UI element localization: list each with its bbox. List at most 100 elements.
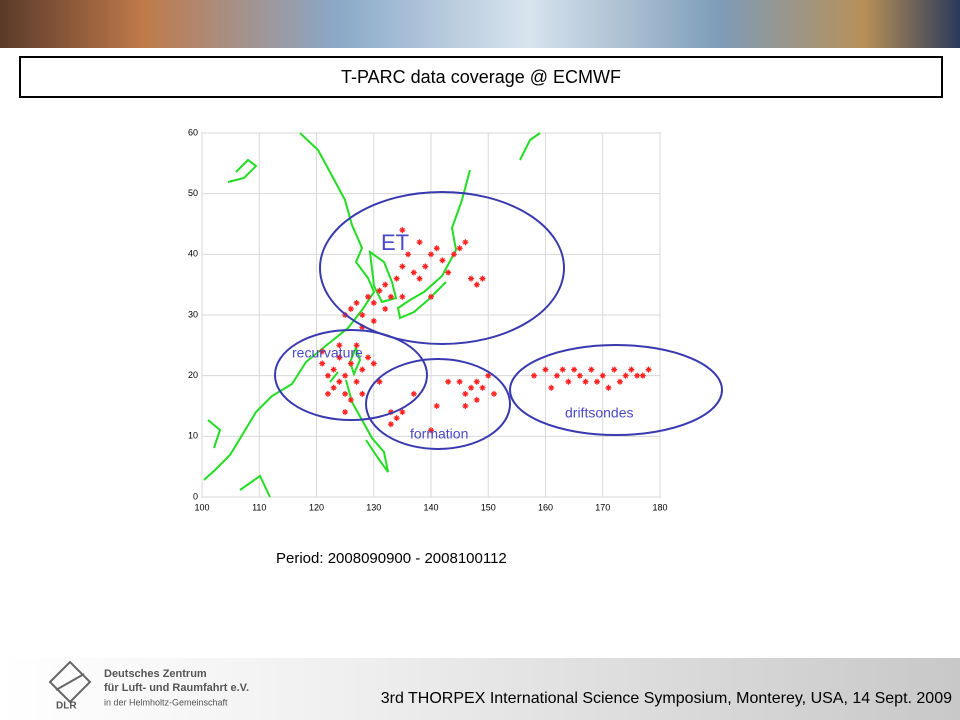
y-tick-label: 50 <box>188 188 198 198</box>
data-point <box>479 384 486 391</box>
y-tick-label: 0 <box>193 491 198 501</box>
logo-abbr: DLR <box>56 701 77 712</box>
data-point <box>565 378 572 385</box>
data-point <box>428 427 434 434</box>
data-point <box>365 354 372 361</box>
data-point <box>353 299 360 306</box>
data-point <box>359 366 366 373</box>
logo-text: für Luft- und Raumfahrt e.V. <box>104 682 249 694</box>
data-point <box>324 372 331 379</box>
y-tick-label: 30 <box>188 309 198 319</box>
footer-text: 3rd THORPEX International Science Sympos… <box>381 690 952 707</box>
data-point <box>393 275 400 282</box>
x-tick-label: 150 <box>481 502 496 512</box>
slide-title: T-PARC data coverage @ ECMWF <box>341 67 621 87</box>
data-point <box>462 390 469 397</box>
data-point <box>342 372 349 379</box>
data-point <box>473 396 480 403</box>
data-point <box>571 366 578 373</box>
data-point <box>485 372 492 379</box>
data-point <box>405 251 412 258</box>
data-point <box>347 360 354 367</box>
data-point <box>428 251 434 258</box>
data-point <box>330 366 337 373</box>
coastlines <box>203 132 541 498</box>
data-point <box>645 366 652 373</box>
data-point <box>433 403 440 409</box>
data-point <box>542 366 549 373</box>
x-tick-label: 180 <box>652 502 667 512</box>
data-point <box>594 378 601 385</box>
data-point <box>422 263 429 270</box>
data-point <box>611 366 618 373</box>
banner <box>0 0 960 48</box>
data-point <box>347 396 354 403</box>
data-point <box>399 293 406 300</box>
title-box <box>19 56 943 98</box>
data-point <box>416 239 423 246</box>
data-point <box>462 403 469 409</box>
data-point <box>359 324 366 331</box>
data-point <box>634 372 641 379</box>
data-point <box>370 318 377 325</box>
data-point <box>387 409 394 416</box>
data-point <box>531 372 538 379</box>
data-point <box>439 257 446 264</box>
data-point <box>347 305 354 312</box>
data-point <box>576 372 583 379</box>
data-point <box>548 384 555 391</box>
x-tick-label: 130 <box>366 502 381 512</box>
data-point <box>319 360 326 367</box>
data-point <box>359 312 366 318</box>
data-point <box>399 409 406 416</box>
data-point <box>336 378 343 385</box>
data-point <box>416 275 423 282</box>
data-point <box>588 366 595 373</box>
y-tick-label: 60 <box>188 127 198 137</box>
data-point <box>370 360 377 367</box>
data-point <box>342 409 349 416</box>
y-tick-label: 20 <box>188 370 198 380</box>
data-point <box>410 269 417 276</box>
data-point <box>553 372 560 379</box>
data-point <box>490 390 497 397</box>
data-point <box>582 378 589 385</box>
data-point <box>319 348 326 355</box>
data-point <box>324 390 331 397</box>
data-point <box>479 275 486 282</box>
data-point <box>359 390 366 397</box>
x-tick-label: 160 <box>538 502 553 512</box>
data-point <box>336 354 343 361</box>
annotation: recurvature <box>292 345 363 361</box>
data-point <box>622 372 629 379</box>
annotation: ET <box>381 230 409 255</box>
data-point <box>387 293 394 300</box>
x-tick-label: 170 <box>595 502 610 512</box>
data-point <box>330 384 337 391</box>
data-point <box>382 281 389 288</box>
data-point <box>450 251 457 258</box>
data-point <box>616 378 623 385</box>
y-tick-label: 10 <box>188 431 198 441</box>
logo-text: Deutsches Zentrum <box>104 668 207 680</box>
annotation: formation <box>410 426 468 442</box>
data-point <box>376 378 383 385</box>
y-tick-label: 40 <box>188 249 198 259</box>
data-point <box>628 366 635 373</box>
data-point <box>353 378 360 385</box>
data-point <box>382 305 389 312</box>
data-point <box>456 245 463 252</box>
data-point <box>468 384 475 391</box>
data-point <box>387 421 394 428</box>
data-point <box>639 372 646 379</box>
data-point <box>393 415 400 422</box>
data-point <box>376 287 383 294</box>
data-point <box>342 390 349 397</box>
data-point <box>336 342 343 349</box>
region-ellipses <box>274 191 723 450</box>
x-tick-label: 120 <box>309 502 324 512</box>
data-point <box>473 281 480 288</box>
data-point <box>462 239 469 246</box>
logo-text: in der Helmholtz-Gemeinschaft <box>104 697 228 707</box>
